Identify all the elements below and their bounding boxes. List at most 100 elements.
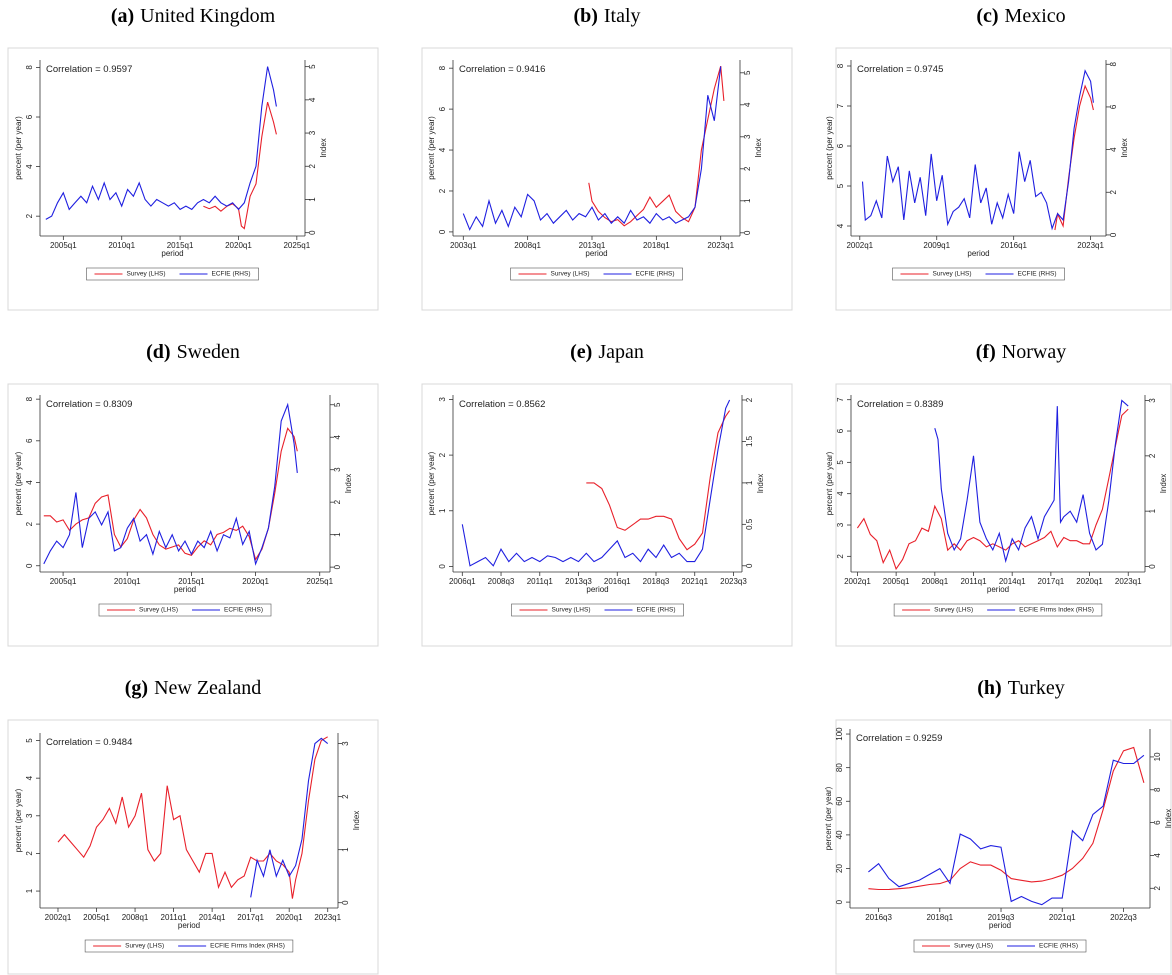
x-axis-title: period xyxy=(967,249,989,258)
y2-tick-label: 4 xyxy=(743,102,752,107)
y-tick-label: 2 xyxy=(438,452,447,457)
x-tick-label: 2002q1 xyxy=(45,913,72,922)
x-tick-label: 2019q3 xyxy=(988,913,1015,922)
x-tick-label: 2022q3 xyxy=(1110,913,1137,922)
x-tick-label: 2020q1 xyxy=(242,577,269,586)
panel-title: (a) United Kingdom xyxy=(111,5,276,27)
panel-label: (h) xyxy=(977,677,1001,699)
series-line xyxy=(57,736,328,899)
x-axis-title: period xyxy=(586,585,608,594)
x-tick-label: 2021q1 xyxy=(1049,913,1076,922)
y-tick-label: 20 xyxy=(835,864,844,873)
y2-tick-label: 4 xyxy=(333,434,342,439)
y-tick-label: 3 xyxy=(438,397,447,402)
y-tick-label: 0 xyxy=(25,563,34,568)
y2-tick-label: 0 xyxy=(1109,232,1118,237)
y-tick-label: 4 xyxy=(438,147,447,152)
series-line xyxy=(203,101,277,230)
series-line xyxy=(934,399,1129,564)
panel-title: (c) Mexico xyxy=(976,5,1065,27)
panel-title-text: United Kingdom xyxy=(140,5,275,27)
y2-axis-title: Index xyxy=(344,474,353,494)
x-tick-label: 2023q1 xyxy=(314,913,341,922)
x-tick-label: 2025q1 xyxy=(283,241,310,250)
panel-title-text: Sweden xyxy=(177,341,240,363)
panel-frame xyxy=(835,383,1172,647)
y-tick-label: 40 xyxy=(835,830,844,839)
y2-tick-label: 2 xyxy=(341,794,350,799)
x-tick-label: 2020q1 xyxy=(225,241,252,250)
y-tick-label: 100 xyxy=(835,727,844,741)
y-axis-title: percent (per year) xyxy=(14,451,23,515)
x-axis-title: period xyxy=(161,249,183,258)
y2-axis-title: Index xyxy=(1159,474,1168,494)
panel-title: (f) Norway xyxy=(976,341,1066,363)
x-tick-label: 2015q1 xyxy=(167,241,194,250)
panel-frame xyxy=(835,719,1172,975)
y-tick-label: 2 xyxy=(25,851,34,856)
y2-tick-label: 4 xyxy=(1109,147,1118,152)
annotation: Correlation = 0.8389 xyxy=(857,399,943,410)
panel-label: (e) xyxy=(570,341,592,363)
x-tick-label: 2006q1 xyxy=(449,577,476,586)
x-tick-label: 2013q1 xyxy=(579,241,606,250)
series-line xyxy=(586,410,731,551)
x-tick-label: 2016q1 xyxy=(1000,241,1027,250)
series-line xyxy=(43,427,298,561)
x-tick-label: 2008q1 xyxy=(122,913,149,922)
y-axis-title: percent (per year) xyxy=(427,116,436,180)
panel-frame xyxy=(7,47,379,311)
annotation: Correlation = 0.9416 xyxy=(459,64,545,75)
y2-tick-label: 6 xyxy=(1109,104,1118,109)
panel-label: (d) xyxy=(146,341,170,363)
panel-label: (f) xyxy=(976,341,996,363)
x-tick-label: 2020q1 xyxy=(276,913,303,922)
x-tick-label: 2018q3 xyxy=(643,577,670,586)
x-axis-title: period xyxy=(989,921,1011,930)
y2-axis-title: Index xyxy=(352,811,361,831)
legend-label: ECFIE (RHS) xyxy=(1039,943,1078,950)
legend-label: ECFIE (RHS) xyxy=(637,607,676,614)
x-tick-label: 2002q1 xyxy=(844,577,871,586)
panel-title-text: Norway xyxy=(1002,341,1066,363)
legend-box xyxy=(511,603,684,617)
y-axis-title: percent (per year) xyxy=(427,451,436,515)
x-tick-label: 2013q3 xyxy=(565,577,592,586)
legend-box xyxy=(98,603,272,617)
y2-tick-label: 10 xyxy=(1153,752,1162,761)
x-tick-label: 2016q3 xyxy=(865,913,892,922)
panel-title-text: Mexico xyxy=(1005,5,1066,27)
panel-label: (b) xyxy=(573,5,597,27)
legend-label: ECFIE Firms Index (RHS) xyxy=(210,943,285,950)
y-tick-label: 6 xyxy=(25,438,34,443)
panel-frame xyxy=(7,383,379,647)
y2-tick-label: 3 xyxy=(341,741,350,746)
y-tick-label: 0 xyxy=(438,564,447,569)
y2-tick-label: 8 xyxy=(1109,61,1118,66)
legend-label: Survey (LHS) xyxy=(125,943,164,950)
x-tick-label: 2015q1 xyxy=(178,577,205,586)
y2-tick-label: 2 xyxy=(745,397,754,402)
y2-axis-title: Index xyxy=(756,474,765,494)
legend-label: Survey (LHS) xyxy=(934,607,973,614)
legend: Survey (LHS) ECFIE (RHS) xyxy=(86,267,259,281)
y2-tick-label: 1.5 xyxy=(745,435,754,447)
y-tick-label: 5 xyxy=(25,738,34,743)
y-tick-label: 6 xyxy=(836,428,845,433)
y-tick-label: 1 xyxy=(25,888,34,893)
legend-label: Survey (LHS) xyxy=(126,271,165,278)
x-tick-label: 2005q1 xyxy=(50,241,77,250)
y-tick-label: 2 xyxy=(438,188,447,193)
y2-tick-label: 1 xyxy=(341,847,350,852)
y2-tick-label: 3 xyxy=(308,130,317,135)
y-axis-title: percent (per year) xyxy=(825,116,834,180)
annotation: Correlation = 0.9597 xyxy=(46,64,132,75)
y2-tick-label: 4 xyxy=(1153,853,1162,858)
y-tick-label: 2 xyxy=(836,554,845,559)
panel-title-text: Italy xyxy=(604,5,641,27)
y2-tick-label: 1 xyxy=(743,198,752,203)
x-tick-label: 2014q1 xyxy=(999,577,1026,586)
y-tick-label: 4 xyxy=(25,775,34,780)
x-tick-label: 2008q1 xyxy=(514,241,541,250)
panel-label: (g) xyxy=(125,677,148,699)
